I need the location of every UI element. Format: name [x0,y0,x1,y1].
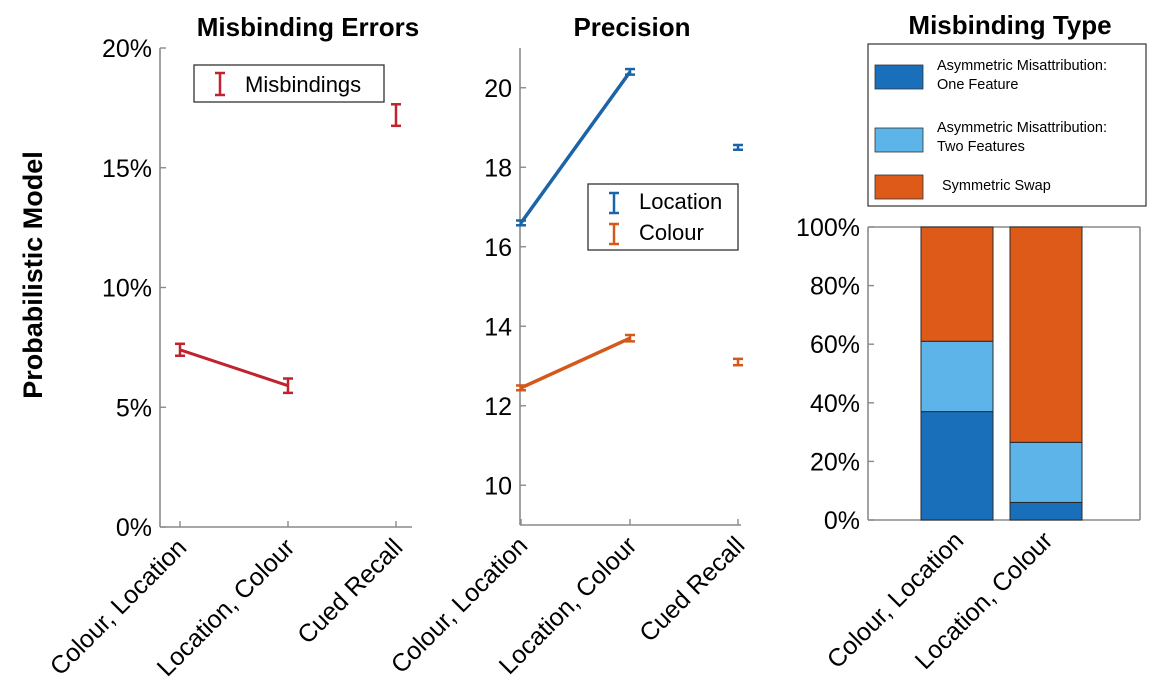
panel-misbinding-errors: Misbinding Errors 0% 5% 10% 15% 20% Colour, … [45,12,420,682]
asym-two-line-1: Asymmetric Misattribution: [937,120,1107,136]
p1-ytick-label-5: 5% [116,394,152,422]
colour-line [520,336,631,390]
bar-location-colour-asymmetric-misattribution-two-features [1009,441,1083,503]
misbindings-line [179,348,289,388]
p2-ytick-label-14: 14 [484,313,512,341]
p2-xtick-label-cued-recall: Cued Recall [634,531,750,647]
p3-ytick-label-40: 40% [810,390,860,418]
panel-3-legend-label-sym-swap: Symmetric Swap [942,178,1051,194]
panel-2-legend-label-colour: Colour [639,220,704,245]
p3-ytick-label-60: 60% [810,331,860,359]
p2-ytick-label-18: 18 [484,154,512,182]
location-legend-icon [609,191,619,215]
y-axis-label: Probabilistic Model [18,151,48,399]
bar-colour-location-symmetric-swap [920,226,994,342]
panel-1-legend-label: Misbindings [245,72,361,97]
p2-ytick-label-10: 10 [484,472,512,500]
panel-3-legend-label-asym-one: Asymmetric Misattribution: One Feature [937,58,1111,93]
colour-legend-icon [609,222,619,246]
p1-xtick-label-cued-recall: Cued Recall [292,533,408,649]
asym-one-line-1: Asymmetric Misattribution: [937,58,1107,74]
panel-3-legend-label-asym-two: Asymmetric Misattribution: Two Features [937,120,1111,155]
p1-ytick-label-0: 0% [116,514,152,542]
asym-two-line-2: Two Features [937,139,1025,155]
panel-1-legend-box [193,64,385,103]
p2-ytick-label-20: 20 [484,75,512,103]
p3-ytick-label-0: 0% [824,507,860,535]
panel-2-y-ticks: 10 12 14 16 18 20 [484,75,526,500]
panel-1-y-ticks: 0% 5% 10% 15% 20% [102,35,166,542]
p3-ytick-label-20: 20% [810,448,860,476]
panel-3-bars [920,226,1083,521]
panel-precision: Precision 10 12 14 16 18 20 Colour, LocationL… [386,12,751,680]
location-line [519,70,632,224]
panel-2-marks [516,67,743,392]
misbindings-legend-icon [215,71,225,97]
sym-swap-legend-swatch [874,174,924,200]
asym-one-line-2: One Feature [937,77,1018,93]
panel-2-title: Precision [573,12,690,42]
p3-ytick-label-80: 80% [810,273,860,301]
bar-location-colour-asymmetric-misattribution-one-feature [1009,501,1083,521]
p3-ytick-label-100: 100% [796,214,860,242]
p1-ytick-label-10: 10% [102,275,152,303]
p1-ytick-label-20: 20% [102,35,152,63]
asym-one-legend-swatch [874,64,924,90]
asym-two-legend-swatch [874,127,924,153]
panel-1-marks [175,103,401,395]
panel-3-title: Misbinding Type [908,10,1111,40]
panel-misbinding-type: Misbinding Type Asymmetric Misattributio… [796,10,1147,675]
panel-3-y-ticks: 0% 20% 40% 60% 80% 100% [796,214,874,535]
bar-colour-location-asymmetric-misattribution-two-features [920,340,994,413]
panel-1-title: Misbinding Errors [197,12,419,42]
bar-location-colour-symmetric-swap [1009,226,1083,443]
p2-ytick-label-12: 12 [484,393,512,421]
p1-ytick-label-15: 15% [102,155,152,183]
p2-ytick-label-16: 16 [484,234,512,262]
panel-2-legend-label-location: Location [639,189,722,214]
bar-colour-location-asymmetric-misattribution-one-feature [920,411,994,521]
